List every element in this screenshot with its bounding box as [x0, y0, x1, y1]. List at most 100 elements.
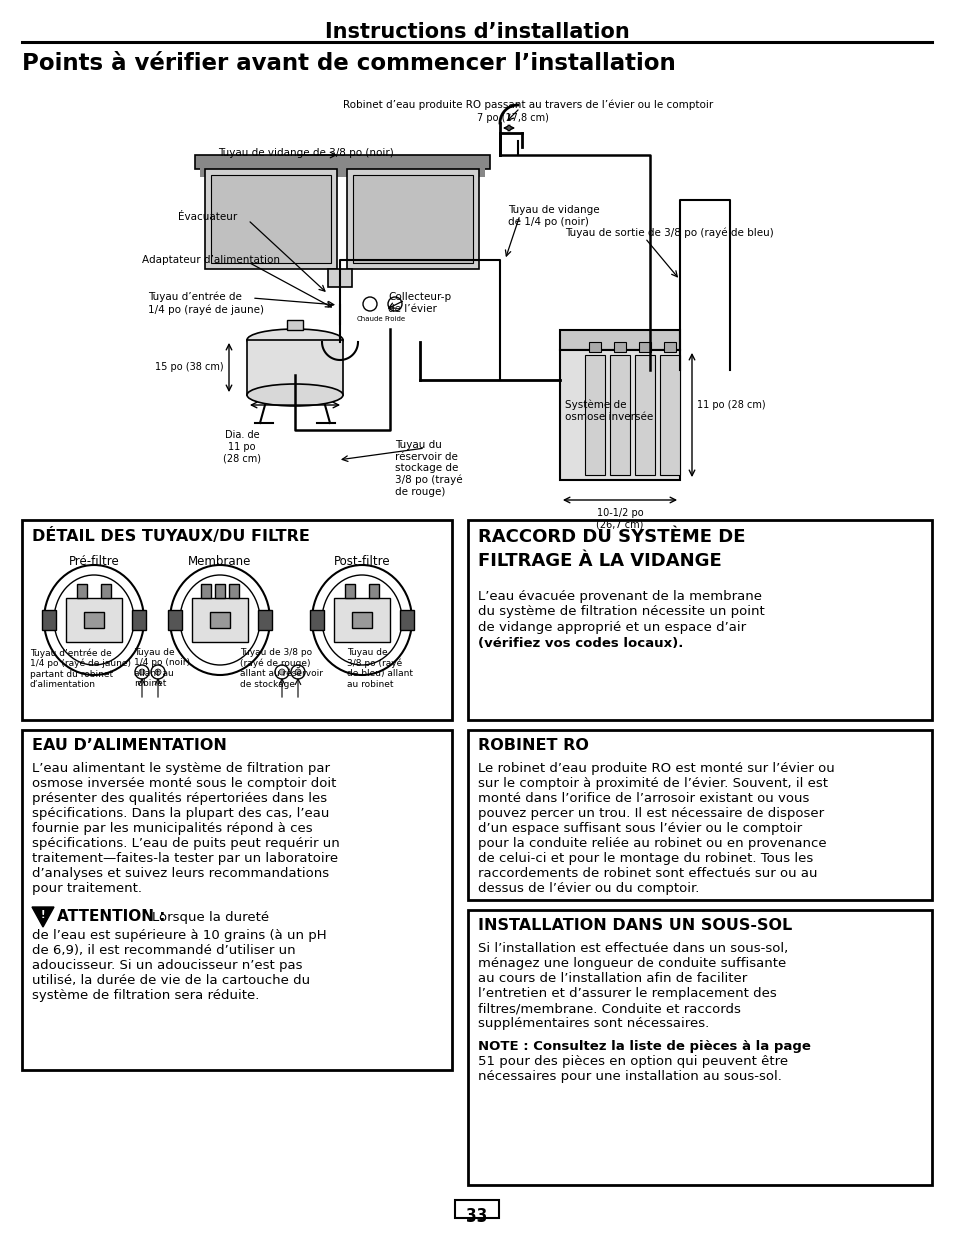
Bar	[77, 584, 87, 598]
Text: Post-filtre: Post-filtre	[334, 555, 390, 568]
Bar	[345, 584, 355, 598]
Bar	[22, 520, 452, 720]
Bar	[310, 610, 324, 630]
Bar	[468, 910, 931, 1186]
Text: Tuyau de sortie de 3/8 po (rayé de bleu): Tuyau de sortie de 3/8 po (rayé de bleu)	[564, 228, 773, 238]
Ellipse shape	[312, 564, 412, 676]
Circle shape	[274, 664, 289, 679]
Text: Collecteur-p
de l’évier: Collecteur-p de l’évier	[388, 291, 451, 314]
Bar	[194, 156, 490, 169]
Bar	[334, 598, 390, 642]
Text: 11 po (28 cm): 11 po (28 cm)	[697, 400, 765, 410]
Text: traitement—faites-la tester par un laboratoire: traitement—faites-la tester par un labor…	[32, 852, 337, 864]
Bar	[287, 320, 303, 330]
Text: Tuyau de vidange
de 1/4 po (noir): Tuyau de vidange de 1/4 po (noir)	[507, 205, 599, 226]
Bar	[614, 342, 625, 352]
Text: Robinet d’eau produite RO passant au travers de l’évier ou le comptoir: Robinet d’eau produite RO passant au tra…	[342, 100, 713, 110]
Text: Système de
osmose inversée: Système de osmose inversée	[564, 400, 653, 422]
Text: pour traitement.: pour traitement.	[32, 882, 142, 895]
Bar	[22, 730, 452, 1070]
Text: 15 po (38 cm): 15 po (38 cm)	[155, 362, 224, 372]
Ellipse shape	[44, 564, 144, 676]
Text: raccordements de robinet sont effectués sur ou au: raccordements de robinet sont effectués …	[477, 867, 817, 881]
Text: Froide: Froide	[384, 316, 405, 322]
Bar	[609, 354, 629, 475]
Ellipse shape	[322, 576, 401, 664]
Text: RACCORD DU SYSTÈME DE: RACCORD DU SYSTÈME DE	[477, 529, 744, 546]
Text: 10-1/2 po
(26,7 cm): 10-1/2 po (26,7 cm)	[596, 508, 643, 530]
Circle shape	[154, 669, 161, 676]
Text: utilisé, la durée de vie de la cartouche du: utilisé, la durée de vie de la cartouche…	[32, 974, 310, 987]
Text: Le robinet d’eau produite RO est monté sur l’évier ou: Le robinet d’eau produite RO est monté s…	[477, 762, 834, 776]
Text: 33: 33	[466, 1208, 487, 1223]
Ellipse shape	[247, 384, 343, 406]
Bar	[353, 175, 473, 263]
Text: supplémentaires sont nécessaires.: supplémentaires sont nécessaires.	[477, 1016, 708, 1030]
Text: ménagez une longueur de conduite suffisante: ménagez une longueur de conduite suffisa…	[477, 957, 785, 969]
Circle shape	[151, 664, 165, 679]
Text: Tuyau d’entrée de
1/4 po (rayé de jaune)
partant du robinet
d’alimentation: Tuyau d’entrée de 1/4 po (rayé de jaune)…	[30, 648, 131, 689]
Text: 7 po (17,8 cm): 7 po (17,8 cm)	[476, 112, 548, 124]
Bar	[399, 610, 414, 630]
Text: L’eau alimentant le système de filtration par: L’eau alimentant le système de filtratio…	[32, 762, 330, 776]
Text: INSTALLATION DANS UN SOUS-SOL: INSTALLATION DANS UN SOUS-SOL	[477, 918, 791, 932]
Text: de 6,9), il est recommandé d’utiliser un: de 6,9), il est recommandé d’utiliser un	[32, 944, 295, 957]
Bar	[205, 169, 336, 269]
Text: présenter des qualités répertoriées dans les: présenter des qualités répertoriées dans…	[32, 792, 327, 805]
Bar	[328, 269, 352, 287]
Text: monté dans l’orifice de l’arrosoir existant ou vous: monté dans l’orifice de l’arrosoir exist…	[477, 792, 808, 805]
Bar	[369, 584, 378, 598]
Text: spécifications. Dans la plupart des cas, l’eau: spécifications. Dans la plupart des cas,…	[32, 806, 329, 820]
Text: Tuyau de 3/8 po
(rayé de rouge)
allant au réservoir
de stockage: Tuyau de 3/8 po (rayé de rouge) allant a…	[240, 648, 323, 689]
Text: de l’eau est supérieure à 10 grains (à un pH: de l’eau est supérieure à 10 grains (à u…	[32, 929, 326, 942]
Bar	[42, 610, 56, 630]
Text: 33: 33	[466, 1210, 487, 1225]
Bar	[168, 610, 182, 630]
Text: Pré-filtre: Pré-filtre	[69, 555, 119, 568]
Bar	[214, 584, 225, 598]
Circle shape	[294, 669, 301, 676]
Bar	[352, 613, 372, 629]
Bar	[468, 520, 931, 720]
Text: Tuyau du
réservoir de
stockage de
3/8 po (trayé
de rouge): Tuyau du réservoir de stockage de 3/8 po…	[395, 440, 462, 496]
Circle shape	[278, 669, 285, 676]
Text: de vidange approprié et un espace d’air: de vidange approprié et un espace d’air	[477, 621, 745, 634]
Circle shape	[135, 664, 149, 679]
Text: pour la conduite reliée au robinet ou en provenance: pour la conduite reliée au robinet ou en…	[477, 837, 825, 850]
Text: Tuyau de
1/4 po (noir)
allant au
robinet: Tuyau de 1/4 po (noir) allant au robinet	[133, 648, 190, 688]
Bar	[210, 613, 230, 629]
Ellipse shape	[170, 564, 270, 676]
Text: pouvez percer un trou. Il est nécessaire de disposer: pouvez percer un trou. Il est nécessaire…	[477, 806, 823, 820]
Bar	[559, 350, 679, 480]
Text: au cours de l’installation afin de faciliter: au cours de l’installation afin de facil…	[477, 972, 746, 986]
Text: du système de filtration nécessite un point: du système de filtration nécessite un po…	[477, 605, 764, 619]
Bar	[635, 354, 655, 475]
Text: EAU D’ALIMENTATION: EAU D’ALIMENTATION	[32, 739, 227, 753]
Text: Évacuateur: Évacuateur	[178, 212, 237, 222]
Bar	[639, 342, 650, 352]
Text: ATTENTION :: ATTENTION :	[57, 909, 165, 924]
Polygon shape	[32, 906, 54, 927]
Text: l’entretien et d’assurer le remplacement des: l’entretien et d’assurer le remplacement…	[477, 987, 776, 1000]
Bar	[84, 613, 104, 629]
Bar	[132, 610, 146, 630]
Text: nécessaires pour une installation au sous-sol.: nécessaires pour une installation au sou…	[477, 1070, 781, 1083]
Text: osmose inversée monté sous le comptoir doit: osmose inversée monté sous le comptoir d…	[32, 777, 336, 790]
Text: Adaptateur d’alimentation: Adaptateur d’alimentation	[142, 254, 280, 266]
Bar	[66, 598, 122, 642]
Bar	[663, 342, 676, 352]
Text: sur le comptoir à proximité de l’évier. Souvent, il est: sur le comptoir à proximité de l’évier. …	[477, 777, 827, 790]
Circle shape	[139, 669, 145, 676]
Text: spécifications. L’eau de puits peut requérir un: spécifications. L’eau de puits peut requ…	[32, 837, 339, 850]
Bar	[192, 598, 248, 642]
Text: !: !	[41, 910, 45, 920]
Bar	[229, 584, 239, 598]
Text: fournie par les municipalités répond à ces: fournie par les municipalités répond à c…	[32, 823, 313, 835]
Text: système de filtration sera réduite.: système de filtration sera réduite.	[32, 989, 259, 1002]
Bar	[200, 163, 484, 177]
Text: d’un espace suffisant sous l’évier ou le comptoir: d’un espace suffisant sous l’évier ou le…	[477, 823, 801, 835]
Text: de celui-ci et pour le montage du robinet. Tous les: de celui-ci et pour le montage du robine…	[477, 852, 812, 864]
Text: FILTRAGE À LA VIDANGE: FILTRAGE À LA VIDANGE	[477, 552, 721, 571]
Text: 51 pour des pièces en option qui peuvent être: 51 pour des pièces en option qui peuvent…	[477, 1055, 787, 1068]
Text: Si l’installation est effectuée dans un sous-sol,: Si l’installation est effectuée dans un …	[477, 942, 787, 955]
